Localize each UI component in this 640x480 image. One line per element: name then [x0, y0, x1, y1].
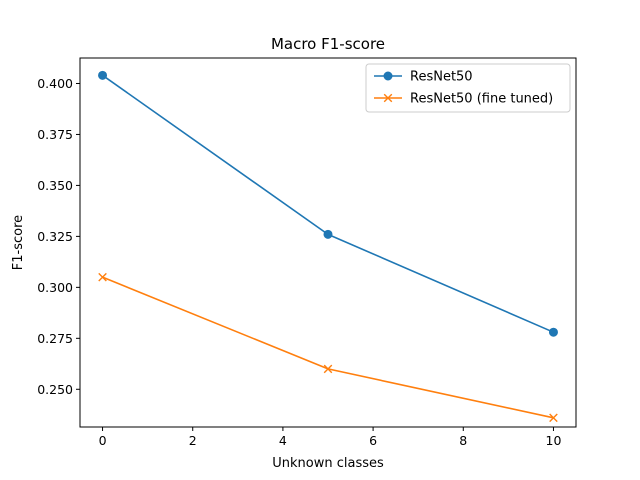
- legend-label-1: ResNet50: [410, 70, 473, 85]
- x-axis: 0 2 4 6 8 10: [99, 427, 562, 448]
- series-2-point: [323, 364, 333, 374]
- y-axis-label: F1-score: [11, 215, 26, 270]
- series-1-point: [98, 70, 108, 80]
- series-2-point: [98, 272, 107, 282]
- x-tick-label: 10: [546, 433, 562, 448]
- legend: ResNet50 ResNet50 (fine tuned): [365, 63, 571, 113]
- x-tick-label: 8: [459, 433, 467, 448]
- y-tick-label: 0.250: [37, 382, 73, 397]
- y-tick-label: 0.350: [37, 178, 73, 193]
- y-tick-label: 0.275: [37, 331, 73, 346]
- series-2-point: [549, 413, 558, 423]
- legend-marker-1: [383, 71, 393, 81]
- x-tick-label: 2: [189, 433, 197, 448]
- y-tick-label: 0.400: [37, 76, 73, 91]
- x-tick-label: 6: [369, 433, 377, 448]
- x-axis-label: Unknown classes: [272, 456, 384, 471]
- y-tick-label: 0.375: [37, 127, 73, 142]
- y-axis: 0.250 0.275 0.300 0.325 0.350 0.375 0.400: [37, 76, 80, 397]
- series-1-point: [323, 229, 333, 239]
- legend-box: [365, 63, 571, 113]
- chart-title: Macro F1-score: [271, 35, 385, 53]
- x-tick-label: 0: [99, 433, 107, 448]
- y-tick-label: 0.300: [37, 280, 73, 295]
- legend-label-2: ResNet50 (fine tuned): [410, 92, 553, 107]
- plot-frame: [79, 57, 577, 428]
- plot-markers: [98, 70, 558, 423]
- x-tick-label: 4: [279, 433, 287, 448]
- legend-marker-2: [383, 93, 393, 103]
- series-1-point: [548, 327, 558, 337]
- y-tick-label: 0.325: [37, 229, 73, 244]
